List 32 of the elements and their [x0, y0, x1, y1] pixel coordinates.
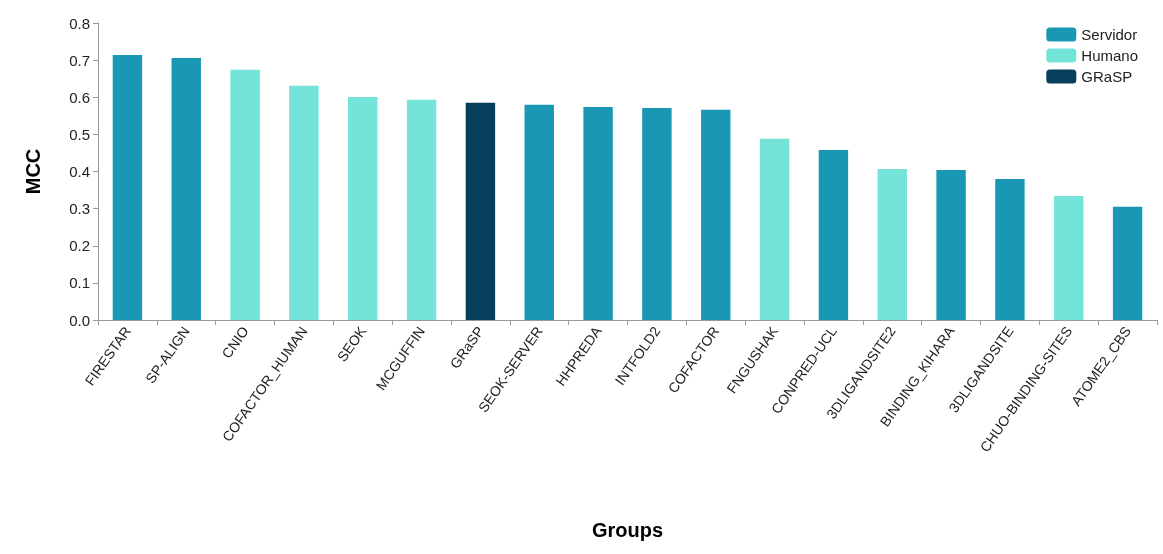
- bar: [230, 69, 260, 320]
- bar: [1054, 196, 1084, 320]
- y-tick-label: 0.5: [69, 125, 90, 143]
- bar: [759, 138, 790, 320]
- y-tick-label: 0.7: [69, 51, 90, 69]
- bar: [524, 104, 554, 320]
- bar: [995, 178, 1025, 320]
- y-tick-label: 0.3: [69, 200, 90, 218]
- legend-label: GRaSP: [1081, 68, 1133, 85]
- bar: [818, 149, 849, 320]
- y-tick-label: 0.1: [69, 274, 90, 292]
- bar: [112, 54, 143, 320]
- y-tick-label: 0.0: [69, 311, 90, 329]
- bar: [171, 57, 201, 320]
- bar: [465, 102, 496, 320]
- bar: [877, 168, 907, 320]
- legend-label: Humano: [1081, 47, 1139, 64]
- bar: [642, 108, 672, 320]
- y-tick-label: 0.4: [69, 163, 90, 180]
- y-axis-title: MCC: [22, 148, 44, 195]
- bar: [936, 170, 966, 320]
- bar: [348, 96, 378, 320]
- bar: [406, 99, 437, 320]
- bar: [583, 106, 613, 320]
- x-axis-title: Groups: [591, 519, 664, 541]
- legend-label: Servidor: [1081, 26, 1138, 43]
- bar: [701, 109, 731, 320]
- y-tick-label: 0.6: [69, 88, 90, 106]
- bar: [1112, 206, 1143, 320]
- y-tick-label: 0.2: [69, 237, 90, 255]
- y-tick-label: 0.8: [69, 14, 90, 32]
- bar: [289, 85, 319, 320]
